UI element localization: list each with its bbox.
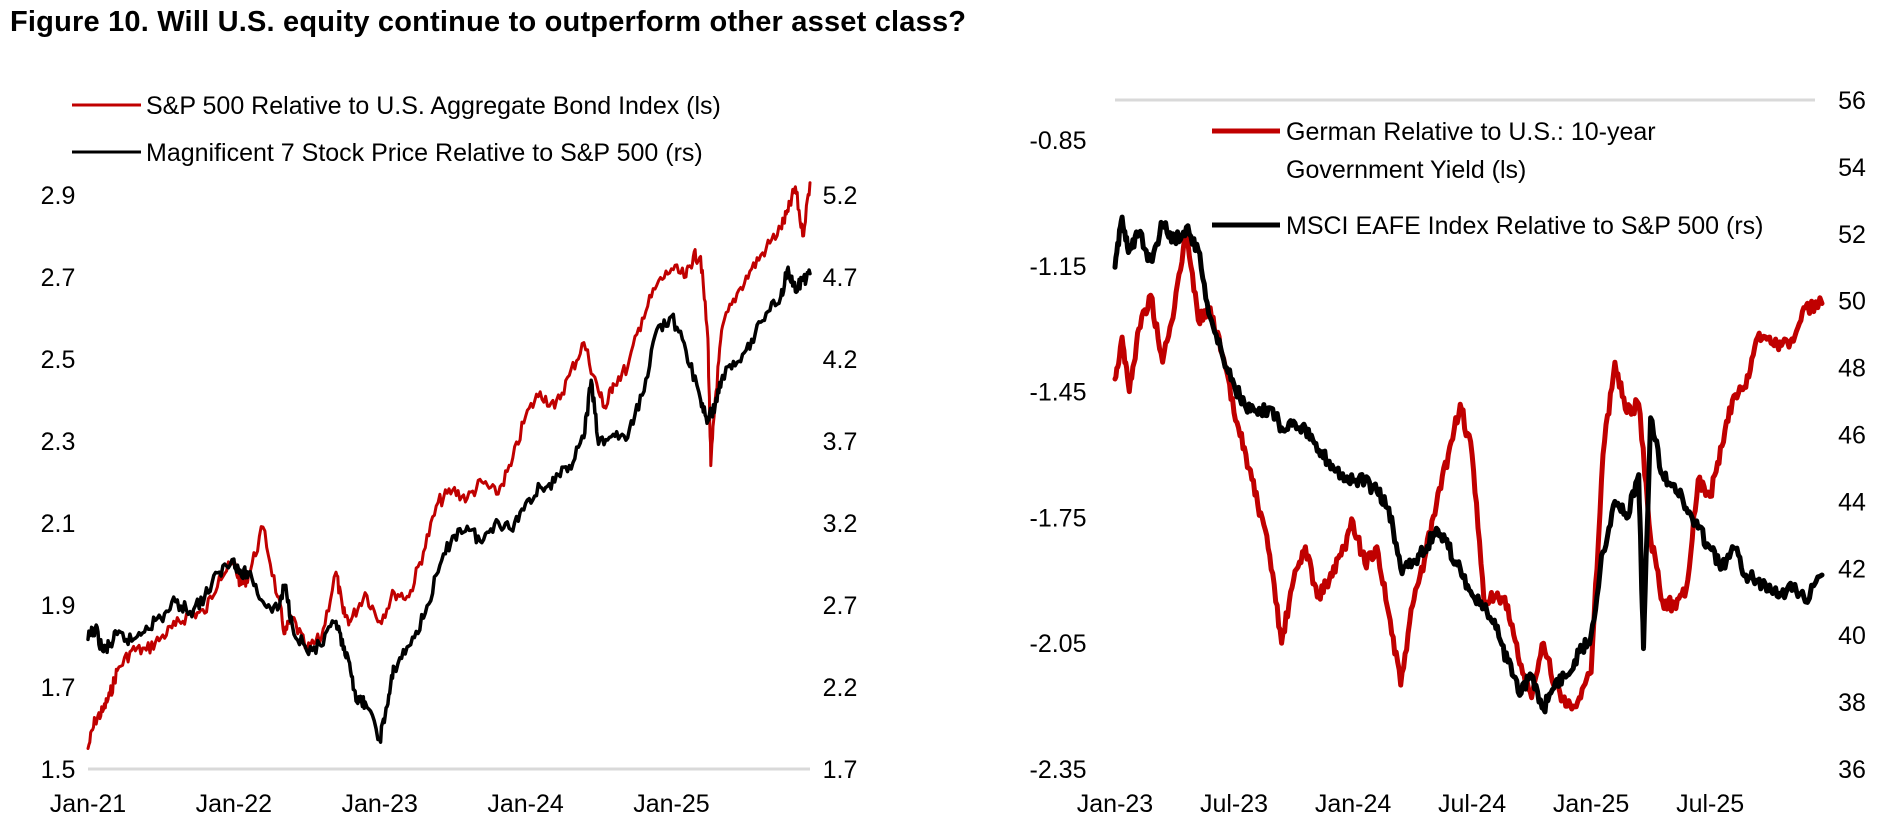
- left-chart-left-axis: 1.5 1.7 1.9 2.1 2.3 2.5 2.7 2.9: [41, 182, 76, 784]
- y-left-tick-label: -2.35: [1030, 756, 1087, 784]
- y-right-tick-label: 40: [1838, 622, 1866, 650]
- y-right-tick-label: 48: [1838, 355, 1866, 383]
- x-tick-label: Jan-23: [341, 790, 417, 818]
- y-right-tick-label: 50: [1838, 288, 1866, 316]
- x-tick-label: Jul-24: [1438, 790, 1506, 818]
- y-left-tick-label: 1.9: [41, 592, 76, 620]
- right-chart-right-axis: 56 54 52 50 48 46 44 42 40 38 36: [1838, 87, 1866, 784]
- y-right-tick-label: 54: [1838, 154, 1866, 182]
- y-right-tick-label: 3.2: [823, 510, 858, 538]
- left-chart-x-axis: Jan-21 Jan-22 Jan-23 Jan-24 Jan-25: [50, 790, 710, 818]
- x-tick-label: Jan-24: [487, 790, 564, 818]
- y-left-tick-label: 2.9: [41, 182, 76, 210]
- series-line-red: [86, 181, 812, 750]
- right-chart-x-axis: Jan-23 Jul-23 Jan-24 Jul-24 Jan-25 Jul-25: [1077, 790, 1744, 818]
- x-tick-label: Jul-23: [1200, 790, 1268, 818]
- y-right-tick-label: 5.2: [823, 182, 858, 210]
- legend-label-mag7-vs-sp500: Magnificent 7 Stock Price Relative to S&…: [146, 139, 703, 167]
- y-right-tick-label: 4.2: [823, 346, 858, 374]
- legend-label-german-us-yield-line1: German Relative to U.S.: 10-year: [1286, 118, 1656, 146]
- x-tick-label: Jan-21: [50, 790, 126, 818]
- y-right-tick-label: 56: [1838, 87, 1866, 115]
- y-right-tick-label: 38: [1838, 689, 1866, 717]
- x-tick-label: Jan-24: [1315, 790, 1392, 818]
- legend-label-sp500-vs-bonds: S&P 500 Relative to U.S. Aggregate Bond …: [146, 92, 721, 120]
- y-left-tick-label: -1.45: [1030, 379, 1087, 407]
- legend-label-german-us-yield-line2: Government Yield (ls): [1286, 156, 1526, 184]
- y-right-tick-label: 42: [1838, 555, 1866, 583]
- y-left-tick-label: 2.5: [41, 346, 76, 374]
- y-left-tick-label: 2.7: [41, 264, 76, 292]
- chart-left: 1.5 1.7 1.9 2.1 2.3 2.5 2.7 2.9 1.7 2.2 2.7 3.2 3.7…: [41, 92, 858, 818]
- left-chart-legend: S&P 500 Relative to U.S. Aggregate Bond …: [72, 92, 721, 167]
- y-left-tick-label: 1.5: [41, 756, 76, 784]
- series-line-black: [1112, 214, 1825, 715]
- figure-title: Figure 10. Will U.S. equity continue to …: [10, 6, 967, 38]
- chart-right: -0.85 -1.15 -1.45 -1.75 -2.05 -2.35 56 54 52 50 4…: [1030, 87, 1866, 818]
- y-right-tick-label: 52: [1838, 221, 1866, 249]
- y-right-tick-label: 36: [1838, 756, 1866, 784]
- y-left-tick-label: -1.75: [1030, 504, 1087, 532]
- y-left-tick-label: 2.1: [41, 510, 76, 538]
- x-tick-label: Jul-25: [1676, 790, 1744, 818]
- legend-background: [1205, 112, 1775, 232]
- y-left-tick-label: -2.05: [1030, 630, 1087, 658]
- x-tick-label: Jan-25: [1553, 790, 1629, 818]
- left-chart-right-axis: 1.7 2.2 2.7 3.2 3.7 4.2 4.7 5.2: [823, 182, 858, 784]
- y-right-tick-label: 2.2: [823, 674, 858, 702]
- y-right-tick-label: 4.7: [823, 264, 858, 292]
- y-left-tick-label: -1.15: [1030, 253, 1087, 281]
- left-chart-series: [86, 181, 812, 750]
- y-left-tick-label: 1.7: [41, 674, 76, 702]
- y-right-tick-label: 46: [1838, 422, 1866, 450]
- x-tick-label: Jan-25: [633, 790, 709, 818]
- legend-label-eafe-vs-sp500: MSCI EAFE Index Relative to S&P 500 (rs): [1286, 212, 1764, 240]
- y-right-tick-label: 1.7: [823, 756, 858, 784]
- x-tick-label: Jan-23: [1077, 790, 1153, 818]
- x-tick-label: Jan-22: [196, 790, 272, 818]
- y-left-tick-label: -0.85: [1030, 127, 1087, 155]
- y-right-tick-label: 2.7: [823, 592, 858, 620]
- y-left-tick-label: 2.3: [41, 428, 76, 456]
- y-right-tick-label: 44: [1838, 488, 1866, 516]
- right-chart-left-axis: -0.85 -1.15 -1.45 -1.75 -2.05 -2.35: [1030, 127, 1087, 784]
- y-right-tick-label: 3.7: [823, 428, 858, 456]
- series-line-red: [1112, 225, 1825, 712]
- right-chart-legend: German Relative to U.S.: 10-year Governm…: [1205, 112, 1775, 240]
- series-line-black: [86, 265, 812, 744]
- right-chart-series: [1112, 214, 1825, 715]
